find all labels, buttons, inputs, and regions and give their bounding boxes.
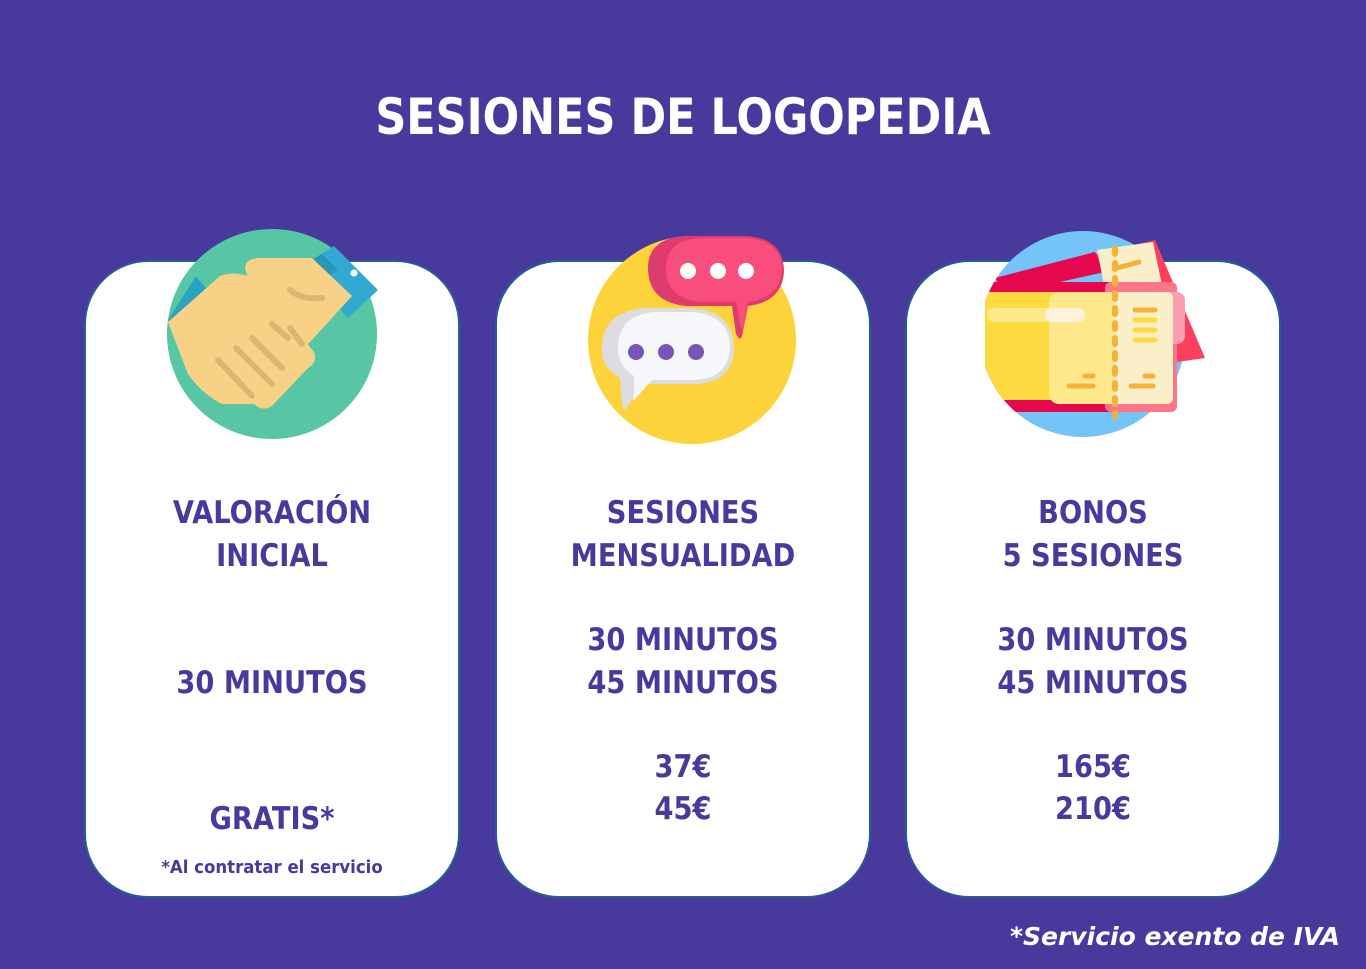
- card-duration: 30 MINUTOS: [176, 665, 368, 701]
- card-price-1: 165€: [1055, 749, 1131, 785]
- card-price-1: 37€: [654, 749, 712, 785]
- card-duration-1: 30 MINUTOS: [997, 622, 1189, 658]
- card-title-line1: BONOS: [1038, 495, 1148, 531]
- page-title: SESIONES DE LOGOPEDIA: [375, 88, 991, 146]
- card-duration-1: 30 MINUTOS: [587, 622, 779, 658]
- tickets-icon: [985, 228, 1205, 448]
- card-sesiones-mensualidad: SESIONES MENSUALIDAD 30 MINUTOS 45 MINUT…: [495, 260, 871, 898]
- card-title-line2: INICIAL: [216, 538, 328, 574]
- card-price-2: 45€: [654, 791, 712, 827]
- chat-bubbles-icon: [582, 228, 802, 448]
- card-title-line1: SESIONES: [606, 495, 760, 531]
- handshake-icon: [162, 228, 382, 448]
- card-duration-2: 45 MINUTOS: [587, 665, 779, 701]
- card-title-line2: 5 SESIONES: [1002, 538, 1184, 574]
- vat-exempt-note: *Servicio exento de IVA: [1009, 922, 1340, 951]
- card-duration-2: 45 MINUTOS: [997, 665, 1189, 701]
- card-price-2: 210€: [1055, 791, 1131, 827]
- card-footnote: *Al contratar el servicio: [161, 857, 383, 878]
- card-title-line1: VALORACIÓN: [172, 495, 372, 531]
- card-title-line2: MENSUALIDAD: [570, 538, 796, 574]
- card-price: GRATIS*: [209, 801, 335, 837]
- card-bonos: BONOS 5 SESIONES 30 MINUTOS 45 MINUTOS 1…: [905, 260, 1281, 898]
